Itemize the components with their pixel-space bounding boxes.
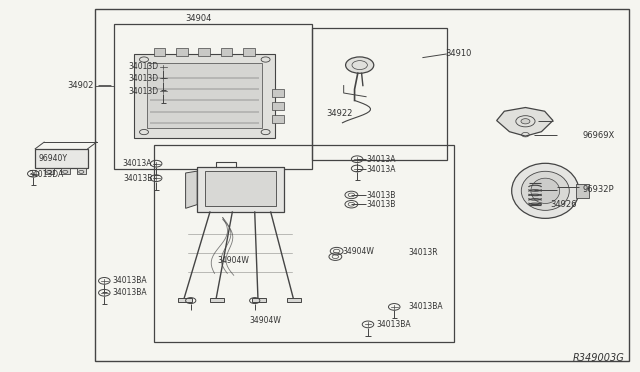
Bar (154, 48, 165, 56)
Text: 34013BA: 34013BA (376, 320, 411, 329)
Bar (272, 102, 284, 110)
Bar (176, 48, 188, 56)
Text: 34013A: 34013A (366, 155, 396, 164)
Bar (95, 9, 629, 361)
Circle shape (521, 119, 530, 124)
Text: 34013B: 34013B (366, 191, 396, 200)
Text: 34013D: 34013D (129, 74, 159, 83)
Text: 34013D: 34013D (129, 87, 159, 96)
Text: 34904W: 34904W (342, 247, 374, 256)
Text: 34013D: 34013D (129, 62, 159, 71)
Text: 34904W: 34904W (250, 316, 282, 325)
Text: 34013A: 34013A (123, 159, 152, 168)
Text: 34926: 34926 (550, 200, 577, 209)
Text: 34013BA: 34013BA (112, 276, 147, 285)
Bar (272, 89, 284, 97)
Bar (134, 54, 275, 138)
Text: 34013BA: 34013BA (112, 288, 147, 297)
Bar (243, 48, 255, 56)
Text: 34904: 34904 (185, 14, 212, 23)
Bar (205, 171, 276, 206)
Text: 34910: 34910 (445, 49, 471, 58)
Text: 96932P: 96932P (583, 185, 614, 194)
Bar (35, 149, 88, 168)
Bar (312, 28, 447, 160)
Bar (197, 167, 284, 212)
Ellipse shape (512, 163, 579, 218)
Ellipse shape (521, 171, 570, 211)
Text: R349003G: R349003G (572, 353, 624, 363)
Polygon shape (178, 298, 192, 302)
Bar (221, 48, 232, 56)
Polygon shape (210, 298, 224, 302)
Circle shape (346, 57, 374, 73)
Text: 34922: 34922 (326, 109, 353, 118)
Text: 34902: 34902 (67, 81, 93, 90)
Text: 34013A: 34013A (366, 165, 396, 174)
Text: 34013B: 34013B (123, 174, 152, 183)
Bar (147, 63, 262, 128)
Text: 34013B: 34013B (366, 200, 396, 209)
Polygon shape (252, 298, 266, 302)
Bar (154, 145, 454, 342)
Bar (272, 115, 284, 123)
Text: 34904W: 34904W (218, 256, 250, 265)
Bar (576, 184, 589, 198)
Text: 34013R: 34013R (408, 248, 438, 257)
Bar (198, 48, 210, 56)
Bar (77, 168, 86, 174)
Bar (114, 24, 312, 169)
Polygon shape (497, 108, 553, 136)
Text: 96969X: 96969X (582, 131, 614, 140)
Polygon shape (186, 171, 197, 208)
Text: 96940Y: 96940Y (38, 154, 68, 163)
Bar (61, 168, 70, 174)
Text: 34013DA: 34013DA (28, 170, 63, 179)
Ellipse shape (531, 178, 559, 203)
Text: 34013BA: 34013BA (408, 302, 443, 311)
Bar (45, 168, 54, 174)
Polygon shape (287, 298, 301, 302)
